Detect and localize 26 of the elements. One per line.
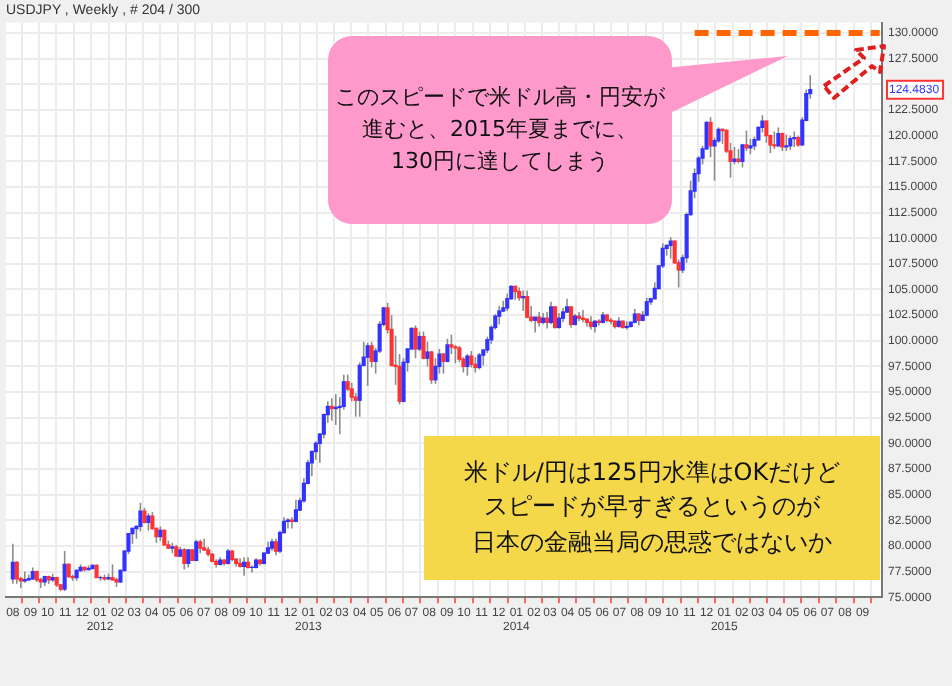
candlestick	[421, 330, 426, 361]
candlestick	[449, 333, 454, 355]
annotation: 米ドル/円は125円水準はOKだけどスピードが早すぎるというのが日本の金融当局の思惑ではないか	[463, 455, 841, 560]
candlestick	[776, 126, 781, 148]
candlestick	[764, 119, 769, 144]
candlestick	[62, 550, 67, 592]
candlestick	[549, 300, 554, 326]
annotation: このスピードで米ドル高・円安が進むと、2015年夏までに、130円に達してしまう	[335, 82, 665, 178]
candlestick	[425, 341, 430, 368]
candlestick	[413, 324, 418, 360]
candlestick	[313, 440, 318, 461]
candlestick	[309, 449, 314, 477]
candlestick	[441, 352, 446, 375]
candlestick	[10, 543, 15, 585]
candlestick	[138, 502, 143, 533]
candlestick	[525, 289, 530, 320]
candlestick	[433, 357, 438, 385]
candlestick	[497, 305, 502, 326]
candlestick	[668, 236, 673, 260]
candlestick	[365, 342, 370, 387]
candlestick	[744, 129, 749, 152]
candlestick	[429, 350, 434, 385]
candlestick	[465, 353, 470, 377]
candlestick	[357, 361, 362, 418]
candlestick	[182, 547, 187, 571]
candlestick	[417, 330, 422, 352]
